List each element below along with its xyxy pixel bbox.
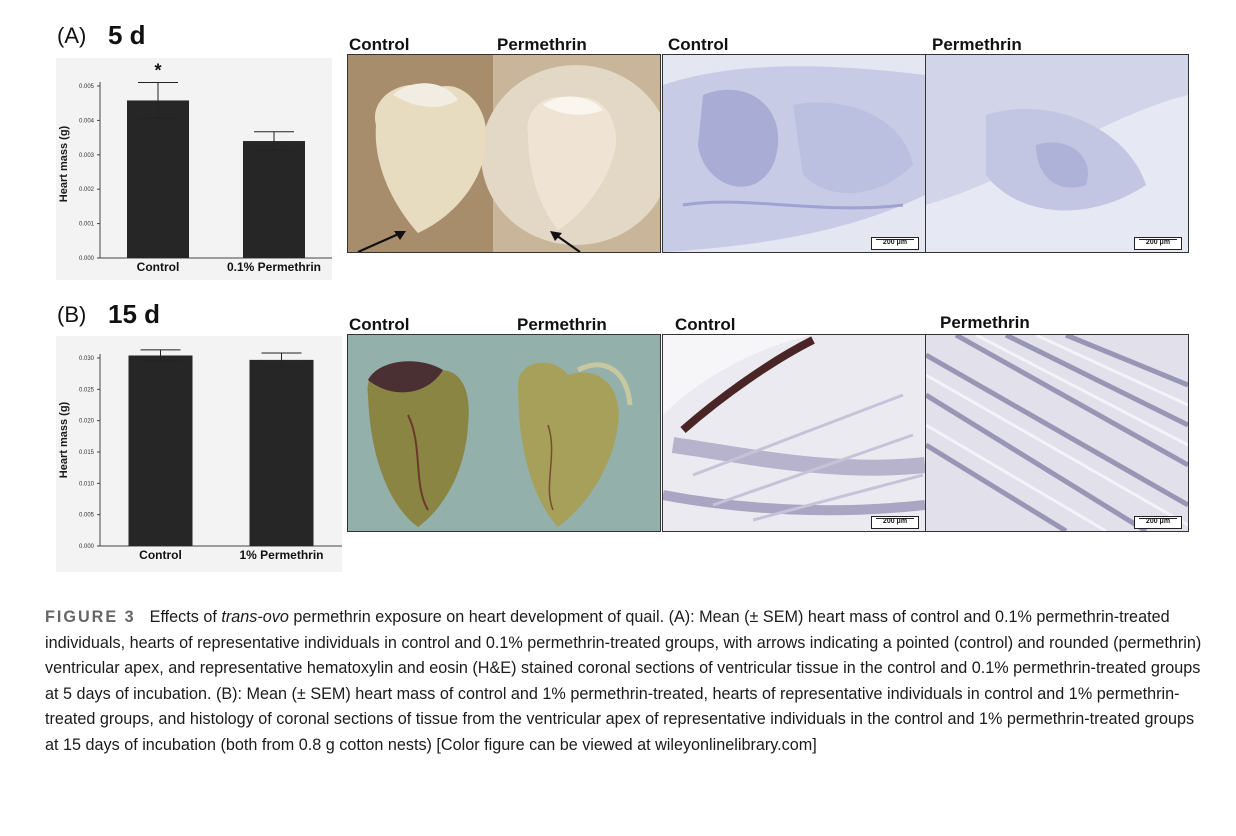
panel-a-label: (A) [57, 23, 87, 48]
title-b-heart-control: Control [349, 315, 410, 334]
title-a-heart-permethrin: Permethrin [497, 35, 587, 54]
panel-a-time: 5 d [108, 20, 146, 50]
chart-b-ytick-label-2: 0.010 [79, 481, 95, 487]
chart-a-significance-0: * [154, 61, 161, 81]
chart-a-ytick-label-0: 0.000 [79, 256, 95, 262]
chart-b-ytick-label-4: 0.020 [79, 419, 95, 425]
chart-b-bar-0 [128, 355, 193, 546]
title-b-histo-permethrin: Permethrin [940, 313, 1030, 332]
chart-a-category-label-1: 0.1% Permethrin [227, 260, 321, 274]
scale-bar-a-control: 200 μm [871, 237, 919, 250]
caption-text-rest: permethrin exposure on heart development… [45, 608, 1202, 754]
heart-photo-5d [347, 54, 661, 253]
chart-b-ytick-label-5: 0.025 [79, 387, 95, 393]
chart-b-ytick-label-1: 0.005 [79, 513, 95, 519]
chart-b-bar-1 [249, 359, 314, 546]
figure-label: FIGURE 3 [45, 608, 136, 626]
chart-b-ytick-label-0: 0.000 [79, 544, 95, 550]
scale-bar-a-permethrin: 200 μm [1134, 237, 1182, 250]
chart-b-ytick-label-6: 0.030 [79, 356, 95, 362]
chart-a-bar-1 [243, 141, 305, 258]
histology-control-15d: 200 μm [662, 334, 926, 532]
title-b-heart-permethrin: Permethrin [517, 315, 607, 334]
chart-a-ytick-label-3: 0.003 [79, 153, 95, 159]
chart-a-bar-0 [127, 100, 189, 258]
title-a-histo-control: Control [668, 35, 729, 54]
chart-b-category-label-0: Control [139, 548, 182, 562]
chart-b-category-label-1: 1% Permethrin [239, 548, 323, 562]
histology-control-5d: 200 μm [662, 54, 926, 253]
figure-caption: FIGURE 3 Effects of trans-ovo permethrin … [45, 605, 1205, 758]
histology-permethrin-5d: 200 μm [925, 54, 1189, 253]
chart-a-category-label-0: Control [137, 260, 180, 274]
chart-b-plot: 0.000 0.005 0.010 0.015 0.020 0.025 0.030 Contr… [79, 349, 342, 562]
chart-b: Heart mass (g) 0.000 0.005 0.010 0.015 0.020… [56, 336, 342, 572]
chart-b-ytick-label-3: 0.015 [79, 450, 95, 456]
title-a-heart-control: Control [349, 35, 410, 54]
title-a-histo-permethrin: Permethrin [932, 35, 1022, 54]
heart-photo-15d [347, 334, 661, 532]
scale-bar-b-permethrin: 200 μm [1134, 516, 1182, 529]
chart-a-ytick-label-2: 0.002 [79, 187, 95, 193]
chart-a-ytick-label-1: 0.001 [79, 222, 95, 228]
panel-b-label: (B) [57, 302, 87, 327]
histology-permethrin-15d: 200 μm [925, 334, 1189, 532]
title-b-histo-control: Control [675, 315, 736, 334]
chart-a-ytick-label-5: 0.005 [79, 84, 95, 90]
chart-a-plot: 0.000 0.001 0.002 0.003 0.004 0.005 Control * 0.… [79, 61, 332, 274]
caption-text-start: Effects of [149, 608, 222, 626]
chart-a-ytick-label-4: 0.004 [79, 118, 95, 124]
chart-a: Heart mass (g) 0.000 0.001 0.002 0.003 0.004… [56, 58, 332, 280]
caption-italic-term: trans-ovo [221, 608, 289, 626]
panel-b-time: 15 d [108, 299, 161, 329]
scale-bar-b-control: 200 μm [871, 516, 919, 529]
